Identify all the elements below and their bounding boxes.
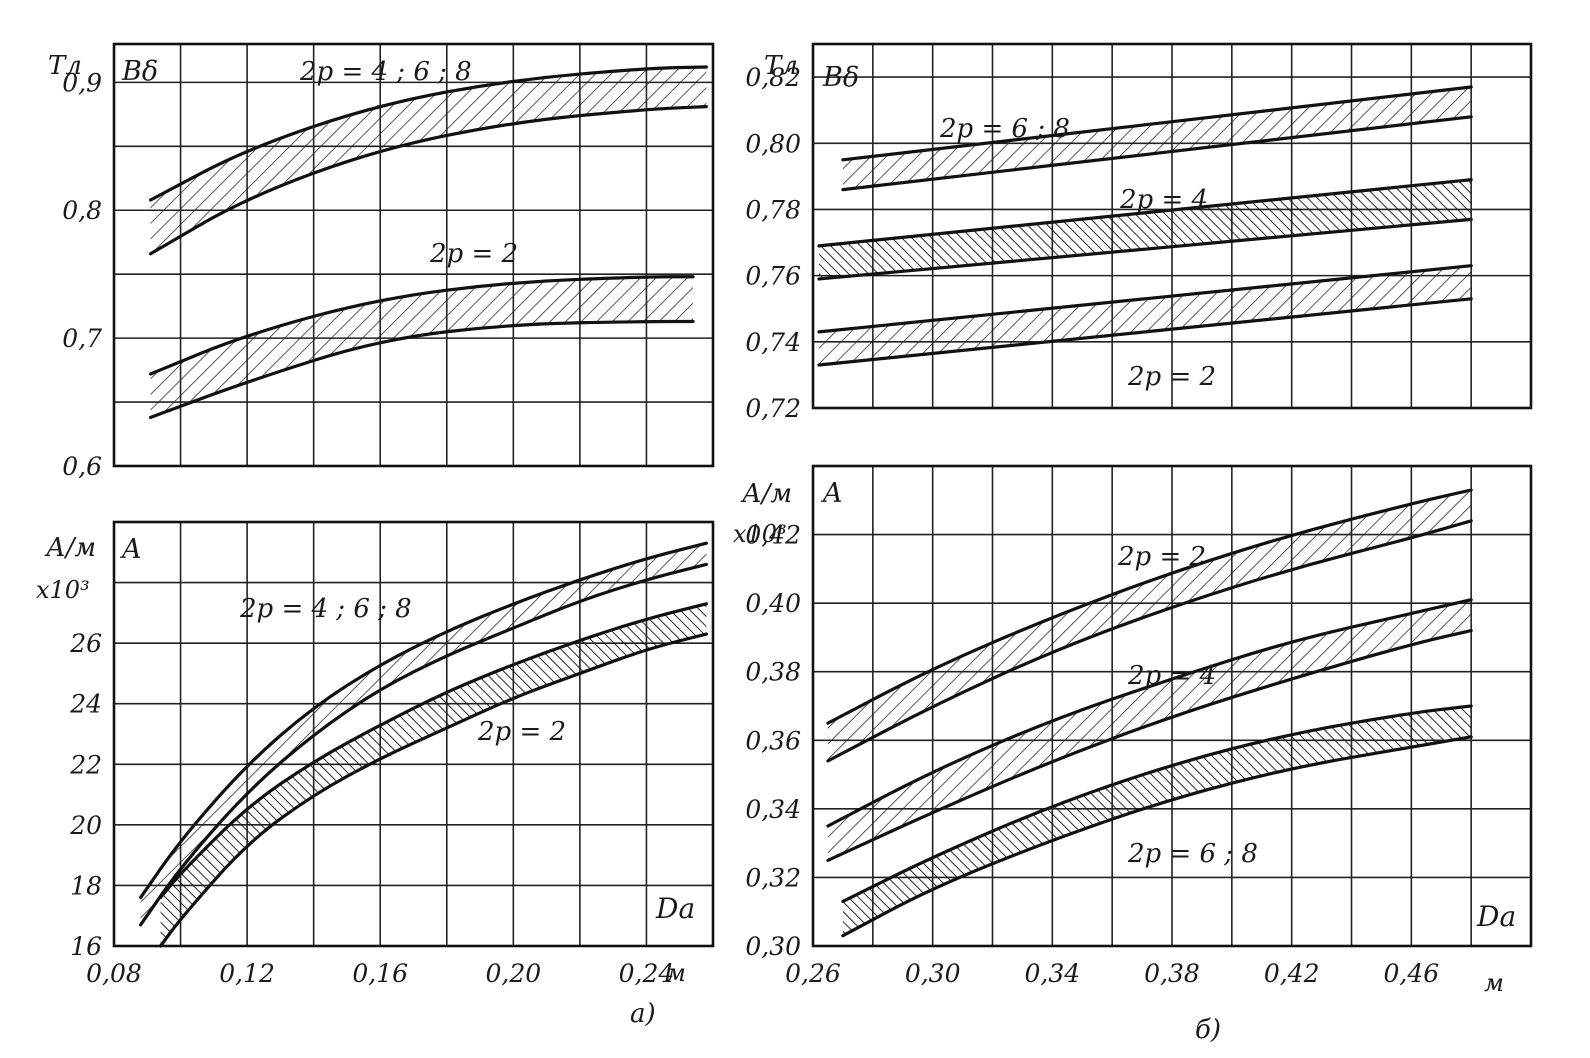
y-axis-label: А/м	[740, 479, 792, 509]
band-upper-edge-2p-6-8	[841, 704, 1473, 904]
series-label-2p-4-6-8: 2p = 4 ; 6 ; 8	[239, 594, 412, 624]
band-upper-edge-2p-6-8	[841, 85, 1473, 162]
y-axis-unit: x10³	[36, 576, 90, 604]
series-label-2p-4: 2p = 4	[1119, 185, 1208, 215]
x-tick-label: 0,20	[485, 959, 541, 988]
band-2p-4	[827, 599, 1472, 861]
band-upper-edge-2p-2	[817, 264, 1473, 334]
series-label-2p-6-8: 2p = 6 ; 8	[939, 114, 1070, 144]
y-tick-label: 18	[70, 871, 102, 900]
x-tick-label: 0,34	[1024, 959, 1080, 988]
chart-a-linear-load: 2p = 4 ; 6 ; 8 2p = 2 16 18 20 22 24 26 0,08 0,12…	[36, 520, 715, 988]
chart-title: A	[820, 478, 843, 509]
y-tick-label: 20	[69, 811, 102, 840]
x-axis-unit: м	[666, 959, 686, 987]
band-upper-edge-2p-2	[149, 275, 695, 376]
y-tick-label: 0,78	[745, 195, 801, 224]
y-tick-label: 0,38	[745, 658, 801, 687]
x-tick-label: 0,12	[219, 959, 275, 988]
band-lower-edge-2p-4	[826, 628, 1473, 862]
x-tick-label: 0,08	[86, 959, 142, 988]
x-tick-label: 0,46	[1383, 959, 1439, 988]
y-tick-label: 0,36	[745, 726, 801, 755]
y-tick-label: 0,8	[62, 196, 102, 225]
y-tick-label: 0,80	[745, 129, 801, 158]
x-tick-label: 0,26	[785, 959, 841, 988]
band-lower-edge-2p-4	[817, 217, 1473, 281]
plot-frame	[811, 464, 1533, 948]
panel-label-b: б)	[1195, 1015, 1221, 1045]
y-tick-label: 0,7	[62, 324, 102, 353]
x-axis-label: Da	[655, 892, 695, 925]
y-tick-label: 24	[69, 690, 102, 719]
series-label-2p-2: 2p = 2	[1117, 542, 1206, 572]
band-lower-edge-2p-2	[149, 319, 695, 420]
y-tick-label: 0,82	[745, 63, 801, 92]
band-upper-edge-2p-2	[158, 602, 708, 900]
y-tick-label: 0,76	[745, 262, 801, 291]
x-tick-label: 0,42	[1264, 959, 1320, 988]
y-tick-label: 22	[69, 750, 102, 779]
plot-frame	[112, 42, 715, 468]
x-axis-unit: м	[1484, 969, 1504, 997]
y-tick-label: 0,9	[62, 68, 102, 97]
band-lower-edge-2p-6-8	[841, 735, 1473, 938]
chart-title: Bδ	[822, 62, 859, 93]
chart-title: Bδ	[121, 56, 158, 87]
band-upper-edge-2p-4-6-8	[149, 65, 708, 202]
series-label-2p-4: 2p = 4	[1127, 661, 1216, 691]
plot-frame	[112, 520, 715, 948]
band-2p-6-8	[842, 87, 1472, 190]
y-tick-label: 0,42	[745, 521, 801, 550]
plot-frame	[811, 42, 1533, 410]
x-tick-label: 0,38	[1144, 959, 1200, 988]
band-lower-edge-2p-2	[158, 632, 708, 948]
band-2p-2	[827, 490, 1472, 761]
band-lower-edge-2p-4-6-8	[149, 105, 708, 256]
x-axis-label: Da	[1476, 900, 1516, 933]
band-lower-edge-2p-6-8	[841, 115, 1473, 192]
y-tick-label: 0,6	[62, 452, 102, 481]
band-upper-edge-2p-4-6-8	[139, 541, 708, 900]
x-tick-label: 0,24	[619, 959, 675, 988]
band-2p-4	[818, 179, 1472, 279]
y-axis-label: Тл	[764, 51, 798, 81]
y-tick-label: 0,74	[745, 328, 801, 357]
chart-title: A	[119, 534, 142, 565]
chart-a-induction: 2p = 4 ; 6 ; 8 2p = 2 0,6 0,7 0,8 0,9 Bδ Тл	[48, 42, 715, 481]
y-tick-label: 0,72	[745, 394, 801, 423]
band-2p-2	[160, 603, 707, 946]
x-tick-label: 0,16	[352, 959, 408, 988]
band-lower-edge-2p-2	[826, 519, 1473, 763]
band-upper-edge-2p-4	[826, 598, 1473, 828]
x-tick-label: 0,30	[905, 959, 961, 988]
band-lower-edge-2p-4-6-8	[139, 562, 708, 927]
chart-b-linear-load: 2p = 2 2p = 4 2p = 6 ; 8 0,30 0,32 0,34 0,36 0,…	[733, 464, 1533, 997]
band-upper-edge-2p-2	[826, 488, 1473, 725]
band-lower-edge-2p-2	[817, 297, 1473, 367]
series-label-2p-6-8: 2p = 6 ; 8	[1127, 839, 1258, 869]
y-tick-label: 26	[69, 629, 102, 658]
series-label-2p-2: 2p = 2	[429, 239, 518, 269]
chart-b-induction: 2p = 6 ; 8 2p = 4 2p = 2 0,72 0,74 0,76 0,78 0,…	[745, 42, 1533, 423]
y-tick-label: 16	[70, 932, 102, 961]
series-label-2p-2: 2p = 2	[477, 717, 566, 747]
band-upper-edge-2p-4	[817, 178, 1473, 248]
band-2p-2	[818, 265, 1472, 365]
y-tick-label: 0,34	[745, 795, 801, 824]
band-2p-4-6-8	[150, 67, 707, 254]
y-tick-label: 0,32	[745, 863, 801, 892]
band-2p-2	[150, 276, 694, 418]
y-axis-unit: x10³	[733, 520, 787, 548]
y-axis-label: А/м	[44, 533, 96, 563]
panel-label-a: а)	[630, 999, 656, 1029]
y-tick-label: 0,40	[745, 589, 801, 618]
y-tick-label: 0,30	[745, 932, 801, 961]
series-label-2p-4-6-8: 2p = 4 ; 6 ; 8	[299, 57, 472, 87]
series-label-2p-2: 2p = 2	[1127, 362, 1216, 392]
y-axis-label: Тл	[48, 51, 82, 81]
